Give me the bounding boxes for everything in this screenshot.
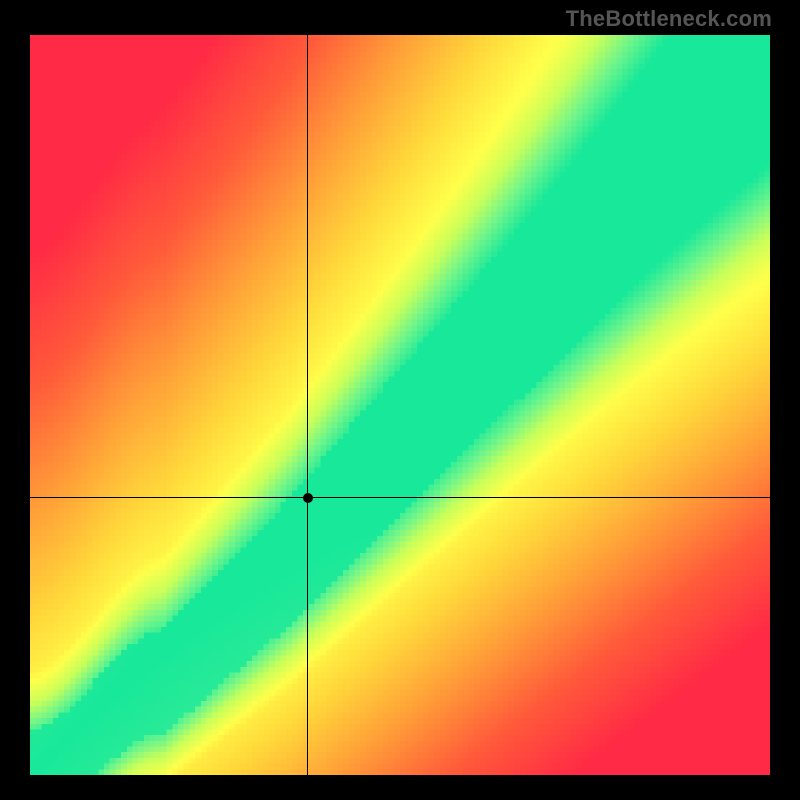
watermark-text: TheBottleneck.com [566,6,772,32]
heatmap-canvas [30,35,770,775]
chart-container: TheBottleneck.com [0,0,800,800]
plot-area [30,35,770,775]
